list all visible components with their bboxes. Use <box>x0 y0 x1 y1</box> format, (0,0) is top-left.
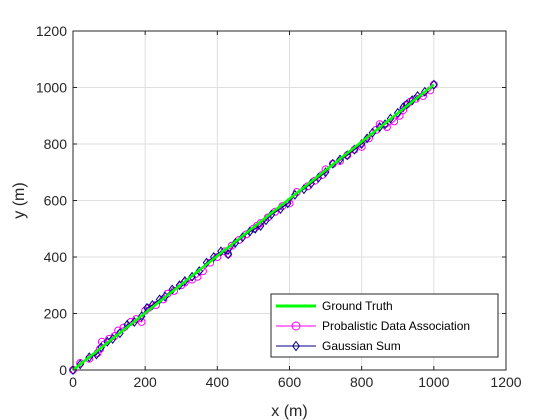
data-point-probalistic-data-association <box>372 125 381 134</box>
legend-ground-truth-label: Ground Truth <box>322 299 393 313</box>
x-tick-label: 800 <box>350 374 374 390</box>
data-point-probalistic-data-association <box>97 337 106 346</box>
y-tick-label: 400 <box>44 249 68 265</box>
y-tick-label: 1000 <box>36 80 67 96</box>
y-tick-label: 200 <box>44 306 68 322</box>
series-line-ground-truth <box>72 83 435 371</box>
x-tick-label: 200 <box>133 374 157 390</box>
x-tick-label: 600 <box>278 374 302 390</box>
data-point-gaussian-sum <box>246 226 254 237</box>
y-tick-label: 600 <box>44 193 68 209</box>
x-axis-label: x (m) <box>271 403 307 420</box>
data-point-gaussian-sum <box>168 284 177 295</box>
x-tick-label: 1000 <box>418 374 449 390</box>
data-point-gaussian-sum <box>430 79 438 90</box>
x-tick-label: 400 <box>206 374 230 390</box>
series-group <box>69 79 438 376</box>
y-tick-label: 1200 <box>36 23 67 39</box>
legend-pda-label: Probalistic Data Association <box>322 319 470 333</box>
legend-pda-marker <box>291 321 301 331</box>
data-point-probalistic-data-association <box>110 332 119 341</box>
x-tick-label: 0 <box>69 374 77 390</box>
legend-gaussian-sum-label: Gaussian Sum <box>322 339 401 353</box>
y-tick-label: 800 <box>44 136 68 152</box>
ticks: 0 200 400 600 800 1000 1200 0 200 400 600 800 1000 12… <box>36 23 522 390</box>
data-point-probalistic-data-association <box>399 106 408 115</box>
legend: Ground Truth Probalistic Data Associatio… <box>270 293 499 358</box>
data-point-gaussian-sum <box>148 299 157 311</box>
x-tick-label: 1200 <box>490 374 521 390</box>
data-point-gaussian-sum <box>155 294 164 305</box>
data-point-gaussian-sum <box>123 319 131 330</box>
y-axis-label: y (m) <box>11 182 28 218</box>
data-point-probalistic-data-association <box>390 117 399 126</box>
legend-gaussian-sum-marker <box>292 340 300 352</box>
y-tick-label: 0 <box>59 362 67 378</box>
data-point-probalistic-data-association <box>411 94 420 103</box>
data-point-gaussian-sum <box>224 249 232 260</box>
